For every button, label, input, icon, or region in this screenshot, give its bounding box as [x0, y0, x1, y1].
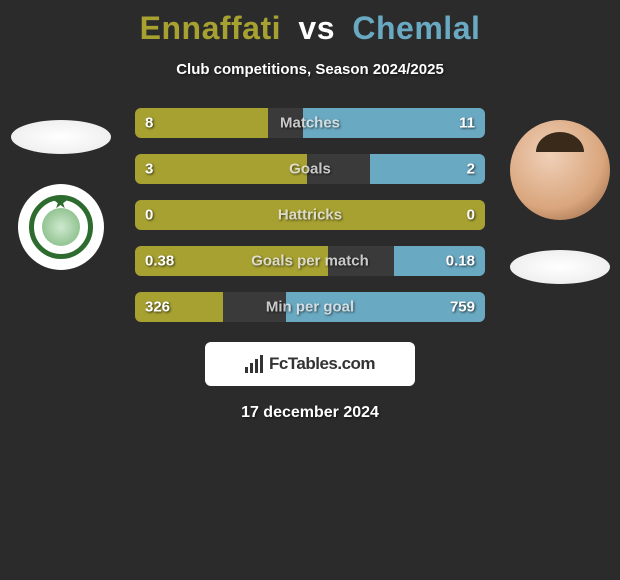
comparison-title: Ennaffati vs Chemlal: [0, 0, 620, 47]
stat-label: Hattricks: [278, 207, 342, 224]
stat-bar: Min per goal 326 759: [135, 292, 485, 322]
left-avatar-column: ★: [8, 120, 113, 270]
stat-value-left: 3: [145, 161, 153, 178]
player1-club-badge: ★: [18, 184, 104, 270]
snapshot-date: 17 december 2024: [0, 404, 620, 422]
stat-value-right: 0.18: [446, 253, 475, 270]
stat-value-right: 759: [450, 299, 475, 316]
bar-chart-icon: [245, 355, 265, 373]
stat-value-left: 8: [145, 115, 153, 132]
player2-avatar: [510, 120, 610, 220]
stat-bars-container: Matches 8 11 Goals 3 2 Hattricks 0 0 Goals per ma…: [135, 108, 485, 322]
player2-club-badge-placeholder: [510, 250, 610, 284]
stat-value-right: 11: [459, 115, 475, 132]
stat-value-left: 326: [145, 299, 170, 316]
player2-name: Chemlal: [352, 10, 480, 46]
stat-label: Matches: [280, 115, 340, 132]
player1-name: Ennaffati: [140, 10, 281, 46]
badge-ring: [29, 195, 93, 259]
source-logo: FcTables.com: [205, 342, 415, 386]
right-avatar-column: [507, 120, 612, 284]
stat-bar: Goals 3 2: [135, 154, 485, 184]
stat-value-right: 0: [467, 207, 475, 224]
stat-left-fill: [135, 108, 268, 138]
stat-bar: Goals per match 0.38 0.18: [135, 246, 485, 276]
stat-bar: Hattricks 0 0: [135, 200, 485, 230]
stat-left-fill: [135, 154, 307, 184]
vs-label: vs: [298, 10, 335, 46]
stat-label: Goals per match: [251, 253, 369, 270]
stat-label: Goals: [289, 161, 331, 178]
source-logo-text: FcTables.com: [269, 354, 375, 374]
subtitle: Club competitions, Season 2024/2025: [0, 61, 620, 78]
stat-value-left: 0.38: [145, 253, 174, 270]
stat-bar: Matches 8 11: [135, 108, 485, 138]
stat-label: Min per goal: [266, 299, 354, 316]
stat-value-left: 0: [145, 207, 153, 224]
player1-avatar-placeholder: [11, 120, 111, 154]
stat-value-right: 2: [467, 161, 475, 178]
